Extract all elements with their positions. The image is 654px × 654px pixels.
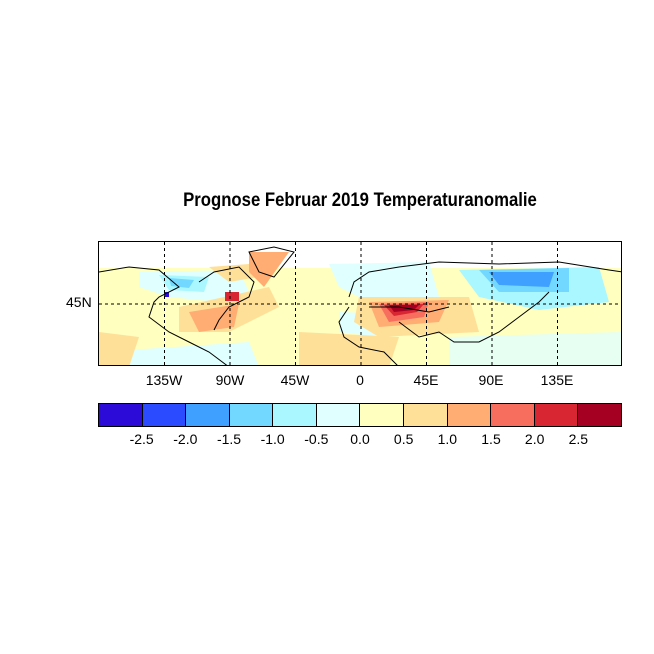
colorbar-swatch xyxy=(447,404,492,426)
colorbar-label: 2.5 xyxy=(568,431,589,447)
graticule xyxy=(99,242,621,365)
x-tick-90w: 90W xyxy=(215,372,245,388)
colorbar-label: -2.5 xyxy=(129,431,154,447)
colorbar-swatch xyxy=(578,404,621,426)
colorbar-label: -1.5 xyxy=(216,431,242,447)
colorbar-label: 1.5 xyxy=(481,431,501,447)
colorbar-label: 0.0 xyxy=(350,431,370,447)
colorbar-swatch xyxy=(316,404,361,426)
colorbar-swatch xyxy=(142,404,187,426)
colorbar-swatch xyxy=(534,404,579,426)
colorbar-label: -2.0 xyxy=(173,431,198,447)
colorbar-swatch xyxy=(404,404,448,426)
x-tick-0: 0 xyxy=(356,372,364,388)
x-tick-135e: 135E xyxy=(540,372,574,388)
x-tick-45w: 45W xyxy=(280,372,310,388)
colorbar-swatch xyxy=(273,404,317,426)
colorbar-label: 2.0 xyxy=(524,431,545,447)
colorbar-label: 1.0 xyxy=(437,431,458,447)
y-tick-45n: 45N xyxy=(66,294,92,310)
colorbar-swatch xyxy=(229,404,274,426)
chart-title: Prognose Februar 2019 Temperaturanomalie xyxy=(183,190,537,211)
map-svg xyxy=(99,242,621,365)
colorbar-swatch xyxy=(99,404,143,426)
colorbar-label: 0.5 xyxy=(393,431,414,447)
colorbar-swatch xyxy=(360,404,405,426)
colorbar-swatch xyxy=(491,404,535,426)
x-tick-135w: 135W xyxy=(145,372,183,388)
coastlines xyxy=(99,246,621,365)
x-tick-45e: 45E xyxy=(413,372,439,388)
colorbar-swatch xyxy=(186,404,230,426)
x-tick-90e: 90E xyxy=(478,372,504,388)
colorbar-label: -1.0 xyxy=(260,431,285,447)
anomaly-map xyxy=(98,241,622,366)
colorbar-label: -0.5 xyxy=(304,431,329,447)
colorbar xyxy=(98,403,622,427)
